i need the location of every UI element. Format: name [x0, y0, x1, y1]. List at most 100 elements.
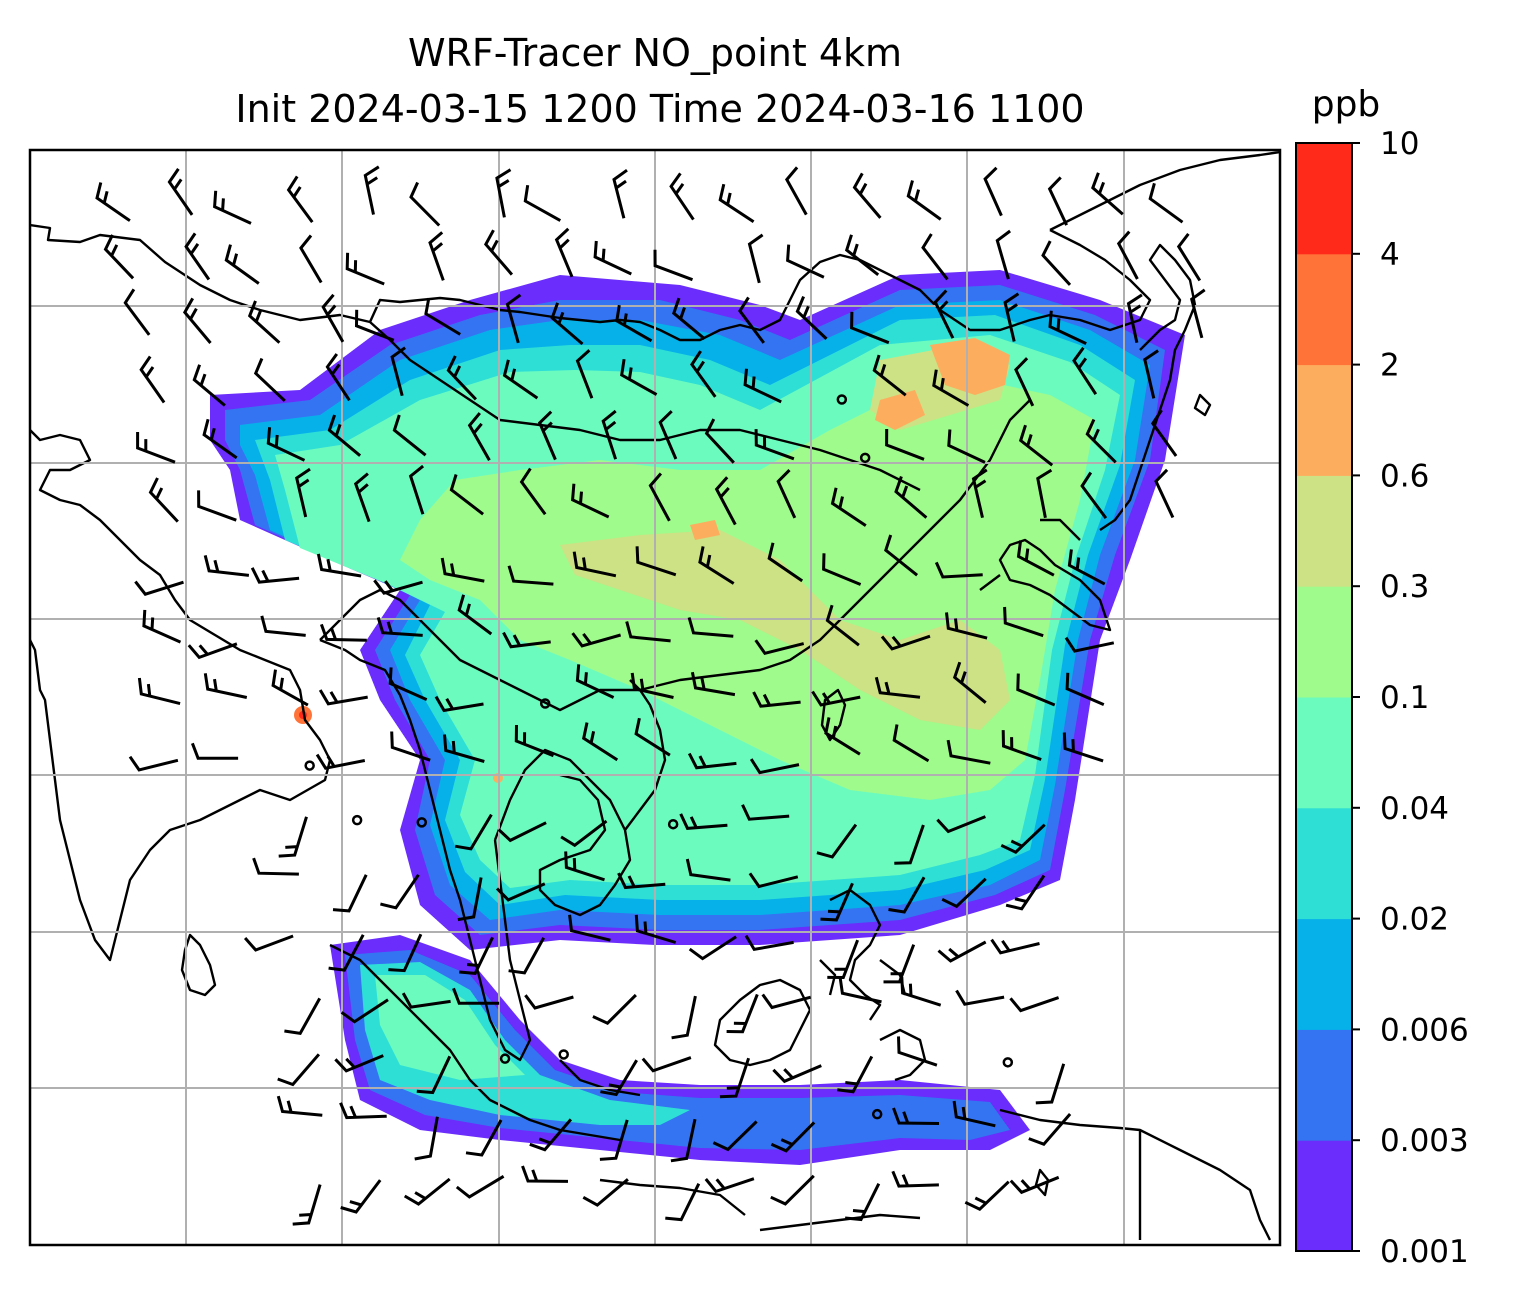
wind-barb: [142, 609, 182, 644]
wind-barb: [250, 567, 300, 584]
wind-barb: [743, 368, 782, 404]
wind-barb: [615, 304, 653, 343]
wind-barb: [658, 410, 678, 460]
wind-barb: [276, 1095, 323, 1117]
wind-barb: [665, 1183, 701, 1222]
wind-barb: [852, 172, 882, 219]
wind-barb: [669, 172, 695, 221]
wind-barb: [1005, 874, 1046, 911]
calm-wind-marker: [416, 817, 428, 828]
wind-barb: [252, 857, 299, 876]
calm-wind-marker: [558, 1049, 569, 1060]
wind-barb: [947, 429, 986, 464]
wind-barb: [392, 414, 427, 457]
wind-barb: [726, 993, 759, 1034]
wind-barb: [937, 940, 987, 963]
wind-barb: [772, 1064, 822, 1084]
wind-barb: [582, 722, 619, 762]
wind-barb: [936, 815, 986, 834]
wind-barb: [1189, 288, 1206, 339]
wind-barb: [786, 244, 825, 279]
wind-barb: [941, 877, 987, 909]
wind-barb: [671, 995, 697, 1040]
wind-barb: [1080, 471, 1108, 519]
wind-barb: [719, 1057, 751, 1099]
wind-barb: [295, 467, 311, 518]
wind-barb: [825, 604, 860, 647]
wind-barb: [409, 181, 441, 227]
wind-barb: [891, 1170, 939, 1188]
coastline-sulawesi-java: [599, 1028, 1272, 1241]
wind-barb: [612, 168, 628, 219]
wind-barb: [521, 1165, 569, 1183]
colorbar-tick-label: 0.001: [1380, 1234, 1469, 1270]
calm-wind-marker: [836, 394, 848, 405]
wind-barb: [1067, 549, 1106, 586]
colorbar-band: [1296, 697, 1352, 809]
wind-barb: [820, 882, 854, 922]
wind-barb: [892, 1107, 940, 1125]
wind-barb: [679, 813, 728, 830]
colorbar-band: [1296, 475, 1352, 587]
wind-barb: [380, 873, 420, 910]
colorbar-band: [1296, 143, 1352, 255]
wind-barb: [744, 934, 794, 952]
wind-barb: [319, 623, 367, 642]
wind-barb: [190, 742, 239, 760]
wind-barb: [822, 553, 862, 586]
wind-barb: [1062, 732, 1104, 763]
wind-barb: [641, 1056, 692, 1073]
wind-barb: [946, 739, 991, 765]
wind-barb: [704, 1177, 755, 1194]
colorbar-ticks: 0.001 0.003 0.006 0.02 0.04 0.1 0.3 0.6 2 4 10: [1352, 126, 1469, 1270]
wind-barb: [318, 689, 368, 706]
wind-barb: [278, 816, 308, 858]
wind-barb: [933, 289, 955, 339]
wind-barb: [983, 166, 1003, 217]
wind-barb: [524, 994, 574, 1010]
coastline-borneo: [713, 978, 812, 1067]
gridlines: [30, 150, 1280, 1245]
wind-barb: [414, 1116, 439, 1161]
wind-barb: [795, 296, 828, 340]
wind-barb: [434, 695, 484, 713]
wind-barb: [203, 555, 250, 577]
wind-barb: [1065, 672, 1105, 706]
wind-barb: [507, 565, 554, 586]
wind-barb: [315, 753, 366, 770]
coastline-taiwan: [820, 688, 847, 742]
wind-barb: [575, 349, 594, 399]
colorbar-band: [1296, 364, 1352, 476]
wind-barb: [443, 734, 485, 763]
wind-barb: [885, 428, 925, 461]
wind-barb: [286, 175, 314, 223]
wind-barb: [123, 288, 151, 336]
wind-barb: [1048, 310, 1087, 345]
calm-wind-marker: [667, 818, 679, 830]
wind-barb: [690, 350, 717, 398]
wind-barb: [1072, 346, 1098, 396]
coastline-bangladesh-myanmar: [319, 638, 532, 1062]
wind-barb: [224, 244, 260, 285]
wind-barb: [467, 412, 491, 461]
wind-barb: [401, 992, 451, 1009]
colorbar-tick-label: 0.02: [1380, 902, 1449, 938]
contour-fill-0.6-b: [875, 390, 925, 430]
wind-barb: [284, 997, 322, 1036]
wind-barb: [128, 755, 179, 772]
colorbar-tick-label: 2: [1380, 348, 1400, 384]
wind-barb: [894, 824, 925, 865]
wind-barb: [592, 993, 637, 1025]
calm-wind-marker: [539, 698, 551, 709]
wind-barb: [770, 1174, 815, 1206]
wind-barb: [749, 758, 800, 775]
wind-barb: [1126, 293, 1143, 344]
wind-barb: [874, 676, 921, 699]
wind-barb: [955, 989, 1005, 1006]
wind-barb: [292, 1184, 322, 1226]
wind-barb: [452, 987, 500, 1005]
wind-barb: [601, 409, 618, 460]
calm-wind-marker: [499, 1053, 511, 1064]
wind-barb: [945, 612, 988, 640]
wind-barb: [964, 1180, 1010, 1211]
